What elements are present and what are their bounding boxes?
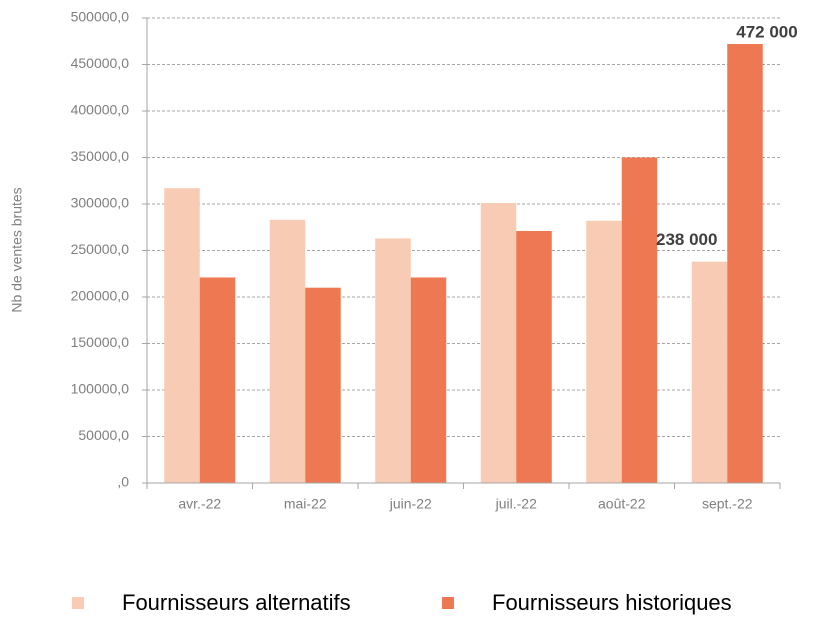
bar	[164, 188, 200, 483]
x-tick-label: sept.-22	[702, 496, 753, 512]
bar	[199, 277, 236, 483]
bar	[269, 219, 306, 483]
y-tick-label: 400000,0	[71, 102, 130, 118]
y-tick-label: 200000,0	[71, 288, 130, 304]
y-tick-label: 50000,0	[78, 427, 129, 443]
legend-swatch	[72, 597, 84, 609]
y-tick-label: 150000,0	[71, 334, 130, 350]
x-tick-label: août-22	[598, 496, 646, 512]
y-tick-label: 450000,0	[71, 55, 130, 71]
legend-label: Fournisseurs historiques	[492, 590, 732, 615]
bar	[516, 230, 552, 483]
y-tick-label: 500000,0	[71, 9, 130, 25]
y-tick-label: 100000,0	[71, 381, 130, 397]
legend-swatch	[442, 597, 454, 609]
bar	[691, 261, 728, 483]
bar	[305, 287, 341, 483]
value-label: 472 000	[736, 23, 797, 42]
bar	[727, 44, 763, 483]
bar	[621, 157, 658, 483]
y-tick-label: 300000,0	[71, 195, 130, 211]
bar	[480, 203, 517, 483]
y-tick-label: 350000,0	[71, 148, 130, 164]
y-axis-label: Nb de ventes brutes	[9, 187, 25, 312]
x-tick-label: mai-22	[284, 496, 327, 512]
x-tick-label: juil.-22	[495, 496, 537, 512]
x-tick-label: juin-22	[389, 496, 432, 512]
y-tick-label: ,0	[117, 474, 129, 490]
y-tick-label: 250000,0	[71, 241, 130, 257]
bar	[586, 220, 622, 484]
bar	[410, 277, 447, 483]
legend-label: Fournisseurs alternatifs	[122, 590, 351, 615]
value-label: 238 000	[656, 230, 717, 249]
bar	[375, 238, 411, 483]
x-tick-label: avr.-22	[178, 496, 221, 512]
